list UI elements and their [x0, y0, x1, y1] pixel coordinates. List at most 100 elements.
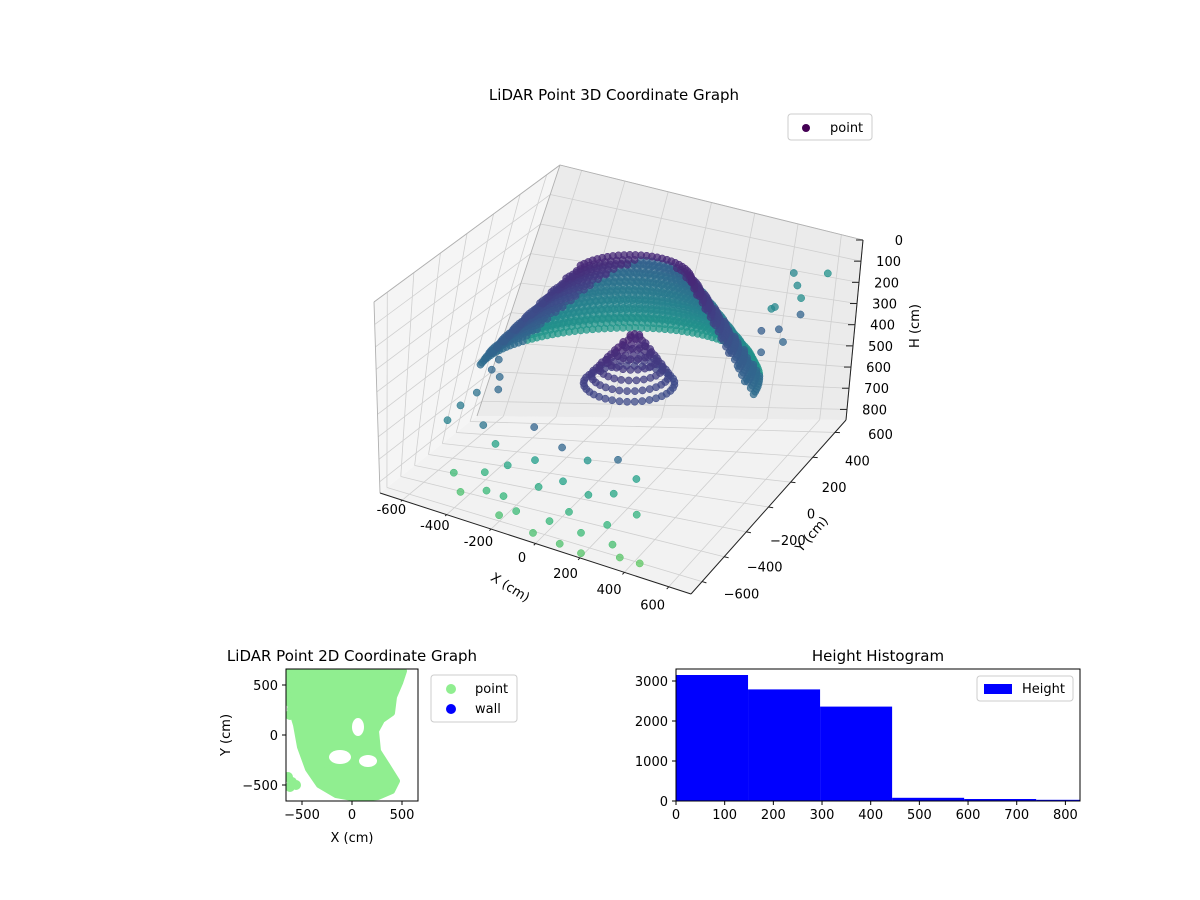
- y-tick-label: 0: [660, 795, 668, 810]
- y-tick-mark: [724, 556, 729, 559]
- lidar-point-3d: [615, 386, 624, 395]
- y-tick-label: −500: [242, 779, 278, 794]
- lidar-point-3d: [645, 396, 654, 404]
- lidar-point-3d: [612, 363, 621, 372]
- grid-y-side: [455, 194, 521, 433]
- x-tick-label: 200: [761, 808, 786, 823]
- y-tick-mark: [701, 581, 707, 584]
- z-tick-label: 400: [870, 319, 895, 334]
- lidar-point-3d: [539, 299, 547, 308]
- lidar-point-3d: [730, 355, 739, 364]
- lidar-point-3d: [472, 388, 481, 397]
- lidar-point-3d: [495, 373, 504, 381]
- lidar-point-3d: [632, 376, 641, 385]
- y-tick-label: 200: [822, 481, 847, 496]
- lidar-point-3d: [547, 288, 556, 296]
- lidar-point-3d: [497, 337, 506, 345]
- lidar-point-3d: [559, 477, 567, 486]
- pane-edge: [373, 164, 561, 303]
- grid-y-side: [441, 213, 494, 444]
- x-tick-label: 0: [518, 551, 526, 566]
- histogram-bar: [964, 799, 1037, 801]
- x-tick-mark: [622, 572, 625, 575]
- x-tick-label: -400: [420, 519, 450, 534]
- lidar-point-3d: [494, 355, 503, 364]
- pane-edge: [559, 164, 864, 241]
- lidar-point-3d: [757, 326, 766, 335]
- chart-3d-legend-label: point: [830, 121, 863, 136]
- lidar-point-3d: [572, 267, 581, 275]
- grid-z-back: [481, 400, 848, 410]
- histogram-bar: [676, 675, 749, 801]
- lidar-point-3d: [608, 385, 617, 394]
- x-tick-label: 100: [712, 808, 737, 823]
- lidar-point-3d: [632, 510, 641, 519]
- lidar-point-3d: [632, 475, 641, 483]
- y-tick-label: 600: [868, 428, 893, 443]
- lidar-point-3d: [456, 401, 465, 410]
- lidar-point-3d: [630, 397, 639, 406]
- lidar-point-3d: [615, 397, 624, 406]
- y-tick-mark: [790, 481, 796, 484]
- lidar-point-3d: [703, 306, 712, 315]
- cloud-gap: [359, 755, 377, 767]
- lidar-point-3d: [621, 343, 630, 352]
- x-tick-label: −500: [284, 808, 320, 823]
- x-tick-label: 400: [597, 583, 622, 598]
- lidar-point-3d: [583, 456, 592, 465]
- lidar-point-3d: [545, 517, 554, 525]
- lidar-point-3d: [628, 344, 637, 353]
- grid-z-side: [379, 400, 483, 483]
- chart-histogram: Height Histogram 0 100 200 300 400 500 600 700 8…: [635, 647, 1081, 823]
- lidar-point-3d: [608, 540, 617, 549]
- lidar-point-3d: [610, 374, 619, 383]
- y-tick-label: −600: [724, 587, 760, 602]
- lidar-point-3d: [615, 553, 624, 562]
- pane-edge: [476, 164, 561, 417]
- y-tick-label: 0: [807, 508, 815, 523]
- histogram-bar: [748, 689, 821, 801]
- y-tick-label: 500: [253, 679, 278, 694]
- x-tick-label: 800: [1053, 808, 1078, 823]
- lidar-point-3d: [631, 334, 640, 342]
- lidar-point-3d: [531, 305, 540, 313]
- lidar-point-3d: [619, 365, 627, 374]
- lidar-point-3d: [646, 374, 655, 382]
- grid-z-back: [540, 223, 860, 283]
- lidar-point-2d: [301, 674, 311, 684]
- lidar-point-3d: [479, 421, 488, 429]
- lidar-point-3d: [485, 348, 494, 357]
- grid-y-floor: [456, 432, 813, 458]
- lidar-point-3d: [698, 298, 707, 307]
- lidar-point-3d: [645, 385, 654, 393]
- x-tick-mark: [444, 514, 447, 517]
- z-tick-label: 200: [874, 276, 899, 291]
- lidar-point-3d: [634, 365, 642, 374]
- x-tick-mark: [666, 586, 670, 590]
- lidar-point-3d: [608, 396, 616, 405]
- lidar-point-3d: [624, 376, 633, 385]
- lidar-point-3d: [584, 491, 593, 499]
- lidar-point-3d: [565, 508, 573, 516]
- lidar-point-3d: [706, 313, 715, 321]
- histogram-bar: [892, 797, 965, 801]
- lidar-point-3d: [476, 360, 485, 369]
- y-tick-label: 2000: [635, 715, 668, 730]
- lidar-point-3d: [482, 486, 491, 495]
- grid-x-back: [766, 223, 799, 420]
- lidar-point-3d: [719, 336, 728, 345]
- lidar-point-3d: [793, 281, 802, 290]
- lidar-point-3d: [443, 416, 452, 425]
- lidar-point-3d: [499, 492, 508, 500]
- lidar-point-3d: [577, 549, 585, 558]
- grid-z-back: [501, 341, 852, 368]
- x-tick-label: 500: [907, 808, 932, 823]
- histogram-axes-frame: [675, 668, 1081, 802]
- grid-y-floor: [470, 421, 835, 433]
- chart-2d-xlabel: X (cm): [331, 831, 374, 846]
- chart-2d-title: LiDAR Point 2D Coordinate Graph: [227, 647, 477, 665]
- lidar-point-3d: [796, 310, 805, 319]
- x-tick-mark: [489, 528, 492, 531]
- z-tick-label: 700: [864, 382, 889, 397]
- lidar-point-3d: [641, 353, 649, 362]
